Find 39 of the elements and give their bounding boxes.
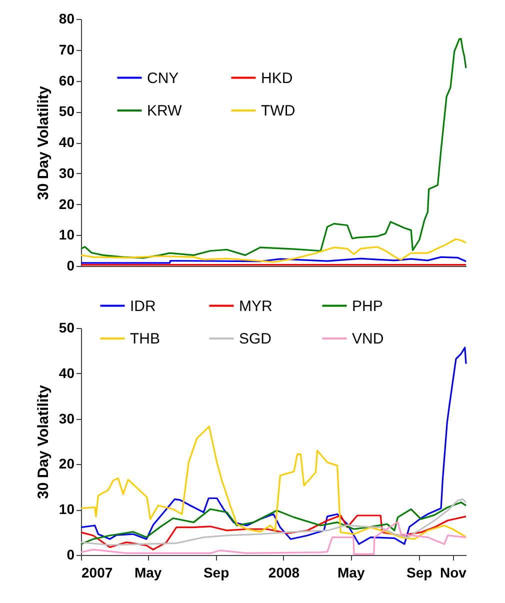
legend-label: VND xyxy=(352,330,384,348)
line-series xyxy=(80,346,467,545)
x-tick-label: 2007 xyxy=(82,564,113,580)
legend-label: THB xyxy=(130,330,160,348)
y-axis-title: 30 Day Volatility xyxy=(34,85,52,200)
x-tick-label: Sep xyxy=(406,564,432,580)
y-tick-label: 20 xyxy=(58,456,75,472)
y-tick-label: 70 xyxy=(58,41,75,58)
legend-label: HKD xyxy=(261,70,293,87)
x-tick-label: Nov xyxy=(440,564,467,580)
y-axis-title: 30 Day Volatility xyxy=(34,384,52,499)
line-series xyxy=(80,514,467,550)
x-tick-label: Sep xyxy=(203,564,230,580)
y-tick-label: 50 xyxy=(58,320,75,336)
line-series xyxy=(80,238,467,263)
y-tick-label: 10 xyxy=(58,501,75,518)
legend-label: SGD xyxy=(239,330,272,348)
legend-label: CNY xyxy=(147,70,179,87)
line-series xyxy=(80,426,467,540)
y-tick-label: 0 xyxy=(66,258,75,274)
y-tick-label: 80 xyxy=(58,10,75,26)
y-tick-label: 30 xyxy=(58,164,75,181)
y-tick-label: 40 xyxy=(58,134,75,150)
y-tick-label: 10 xyxy=(58,226,75,243)
x-tick-label: May xyxy=(134,564,162,580)
line-series xyxy=(80,38,467,259)
y-tick-label: 50 xyxy=(58,103,75,120)
legend-label: IDR xyxy=(130,298,156,315)
legend-label: MYR xyxy=(239,298,272,315)
legend-label: KRW xyxy=(147,102,183,120)
y-tick-label: 30 xyxy=(58,410,75,426)
x-tick-label: 2008 xyxy=(268,564,300,580)
legend-label: PHP xyxy=(352,298,383,315)
y-tick-label: 40 xyxy=(58,364,75,381)
x-tick-label: May xyxy=(337,564,365,580)
y-tick-label: 20 xyxy=(58,196,75,212)
legend-label: TWD xyxy=(261,102,296,120)
y-tick-label: 0 xyxy=(66,546,75,562)
y-tick-label: 60 xyxy=(58,72,75,88)
